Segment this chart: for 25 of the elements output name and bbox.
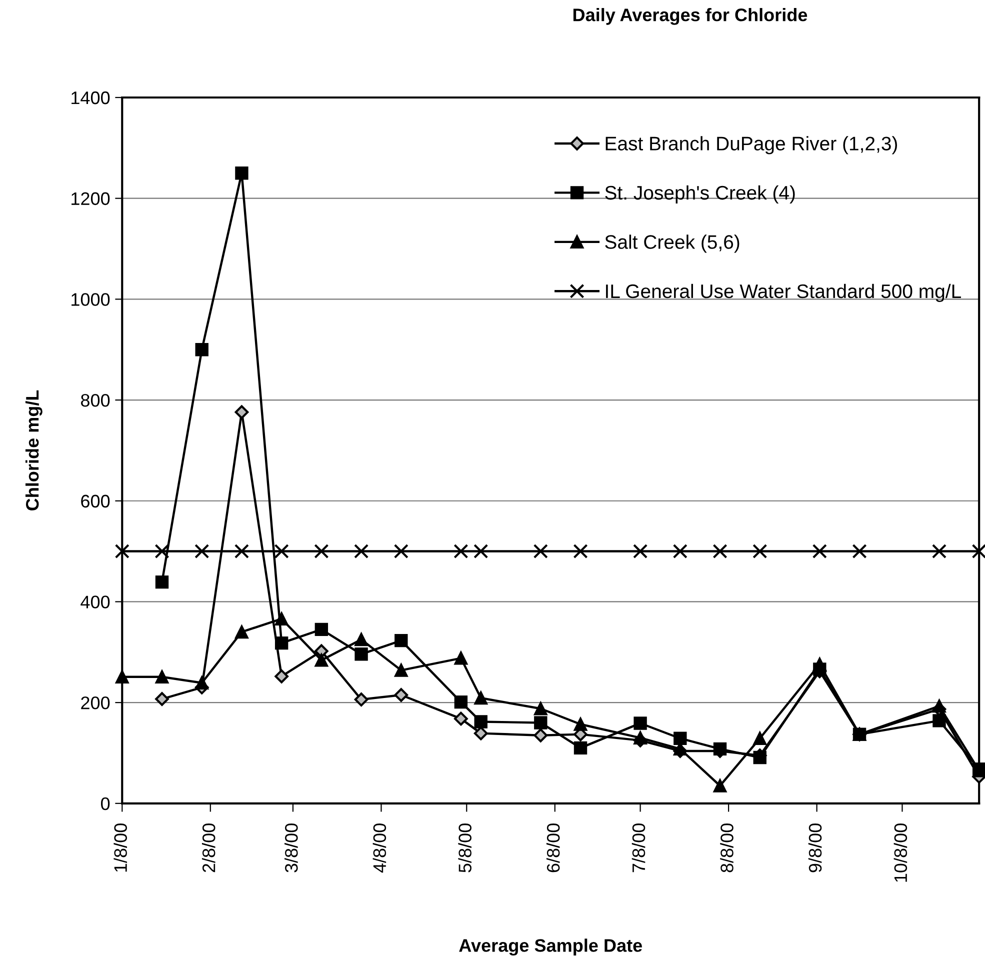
x-tick-label: 1/8/00 <box>114 824 127 872</box>
x-axis-title: Average Sample Date <box>459 938 642 956</box>
x-tick-label: 2/8/00 <box>202 824 216 872</box>
y-tick-label: 0 <box>101 797 110 810</box>
x-tick-label: 4/8/00 <box>372 824 386 873</box>
x-tick-label: 8/8/00 <box>720 824 734 872</box>
chart-title: Daily Averages for Chloride <box>573 8 808 25</box>
x-tick-label: 7/8/00 <box>632 824 646 872</box>
legend-label: IL General Use Water Standard 500 mg/L <box>606 284 961 302</box>
x-tick-label: 9/8/00 <box>808 824 822 872</box>
x-tick-label: 5/8/00 <box>458 824 472 872</box>
legend-label: Salt Creek (5,6) <box>605 234 740 253</box>
y-tick-label: 1200 <box>72 192 110 206</box>
y-tick-label: 400 <box>80 596 110 608</box>
x-tick-label: 10/8/00 <box>894 824 908 882</box>
legend-label: St. Joseph's Creek (4) <box>605 185 795 204</box>
y-axis-title: Chloride mg/L <box>25 390 42 510</box>
y-tick-label: 800 <box>80 394 110 407</box>
y-tick-label: 200 <box>81 696 110 710</box>
y-tick-label: 1000 <box>72 293 110 306</box>
x-tick-label: 6/8/00 <box>546 824 560 872</box>
y-tick-label: 1400 <box>72 91 110 104</box>
y-tick-label: 600 <box>81 494 110 508</box>
x-tick-label: 3/8/00 <box>284 824 298 872</box>
legend-label: East Branch DuPage River (1,2,3) <box>606 136 897 154</box>
